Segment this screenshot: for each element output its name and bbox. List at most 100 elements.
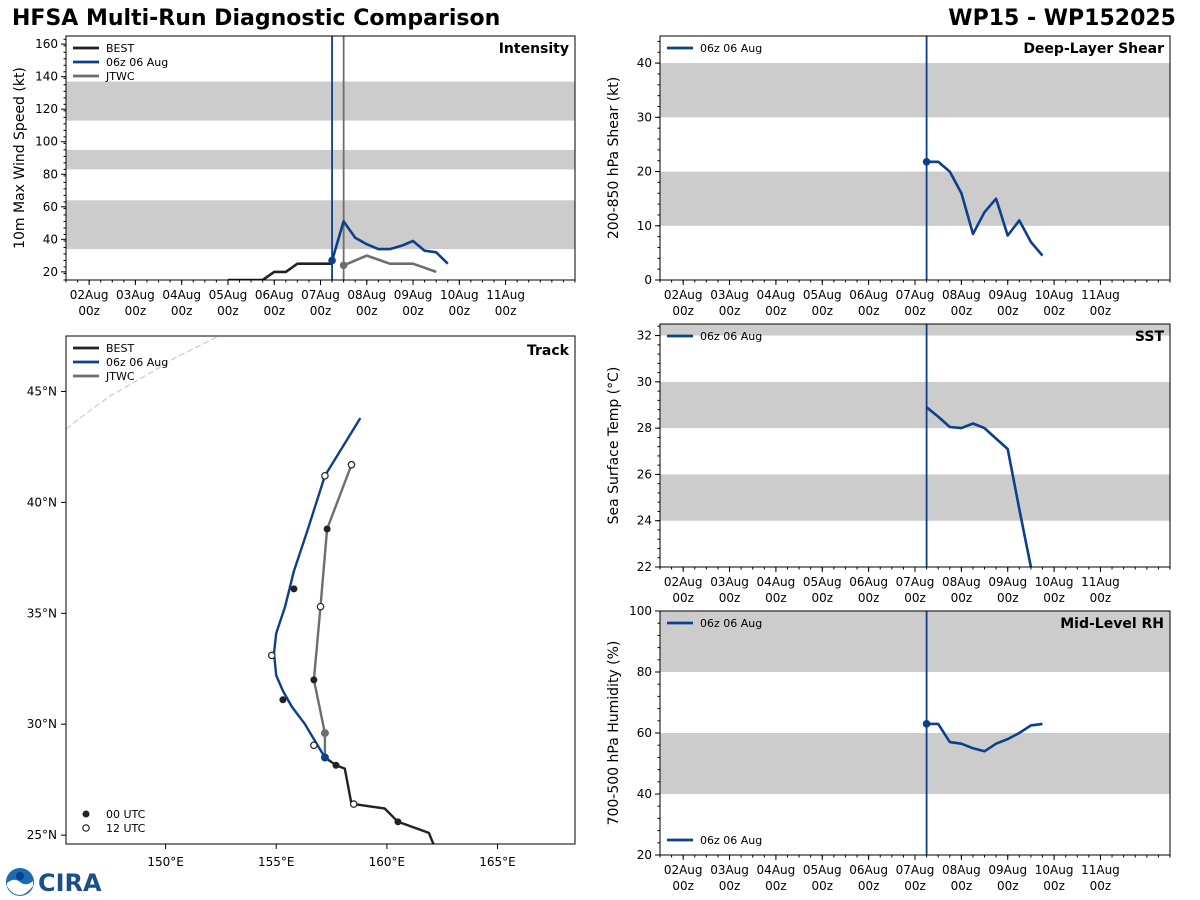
series-marker	[328, 256, 336, 265]
y-tick-label: 80	[43, 167, 58, 181]
x-tick-label-date: 04Aug	[162, 288, 201, 302]
x-tick-label-date: 10Aug	[1035, 575, 1074, 589]
y-tick-label: 120	[35, 102, 58, 116]
series-group	[925, 406, 1033, 567]
x-tick-label-date: 08Aug	[942, 575, 981, 589]
track-marker-00utc	[445, 845, 452, 852]
legend-label: 06z 06 Aug	[106, 356, 168, 369]
plot-frame	[659, 35, 1171, 281]
y-tick-label: 140	[35, 70, 58, 84]
legend-marker-filled	[82, 810, 90, 818]
x-tick-label-date: 03Aug	[710, 575, 749, 589]
y-tick-label: 40°N	[27, 495, 57, 509]
series-line-06z-06-aug	[926, 160, 1044, 257]
legend-label: 06z 06 Aug	[700, 42, 762, 55]
y-tick-label: 40	[637, 787, 652, 801]
x-tick-label-hour: 00z	[904, 879, 926, 893]
shaded-band	[660, 381, 1170, 429]
track-line-best	[324, 756, 435, 844]
x-tick-label-hour: 00z	[402, 304, 424, 318]
x-tick-label-date: 06Aug	[849, 288, 888, 302]
legend-label: BEST	[106, 342, 134, 355]
shaded-band	[660, 324, 1170, 336]
x-tick-label-date: 11Aug	[1081, 288, 1120, 302]
y-axis-label: 200-850 hPa Shear (kt)	[606, 77, 622, 239]
x-tick-label-date: 11Aug	[486, 288, 525, 302]
y-tick-label: 10	[637, 219, 652, 233]
track-marker-00utc	[394, 818, 402, 826]
x-tick-label-date: 06Aug	[849, 575, 888, 589]
x-tick-label-date: 09Aug	[394, 288, 433, 302]
series-group	[922, 157, 1044, 257]
x-tick-label-date: 03Aug	[710, 863, 749, 877]
x-tick-label-date: 04Aug	[757, 288, 796, 302]
x-tick-label-hour: 00z	[495, 304, 517, 318]
x-tick-label-date: 11Aug	[1081, 863, 1120, 877]
y-tick-label: 20	[43, 265, 58, 279]
x-tick-label-hour: 00z	[765, 591, 787, 605]
y-tick-label: 60	[43, 200, 58, 214]
shaded-band	[660, 733, 1170, 794]
panel-title: Mid-Level RH	[1060, 616, 1164, 632]
track-marker-00utc	[332, 761, 340, 769]
x-tick-label-date: 11Aug	[1081, 575, 1120, 589]
x-tick-label-hour: 00z	[310, 304, 332, 318]
x-tick-label-hour: 00z	[811, 879, 833, 893]
plot-frame	[659, 610, 1171, 856]
y-axis-label: 10m Max Wind Speed (kt)	[12, 67, 28, 249]
x-tick-label-date: 07Aug	[301, 288, 340, 302]
x-tick-label: 150°E	[147, 855, 184, 869]
x-tick-label-date: 10Aug	[1035, 288, 1074, 302]
shaded-band	[66, 200, 575, 250]
plot-frame	[65, 335, 576, 845]
legend-label: 12 UTC	[106, 822, 146, 835]
series-line-jtwc	[343, 254, 437, 274]
x-tick-label-hour: 00z	[858, 304, 880, 318]
x-tick-label-hour: 00z	[719, 879, 741, 893]
track-marker-current	[320, 729, 329, 738]
y-axis-label: 700-500 hPa Humidity (%)	[606, 641, 622, 826]
track-marker-00utc	[279, 696, 287, 704]
x-tick-label-date: 05Aug	[803, 288, 842, 302]
x-tick-label-hour: 00z	[811, 304, 833, 318]
panel-shear: 0 10 20 30 40 02Aug 00z 03Aug 00z 04Aug 00z 05Aug 00…	[606, 35, 1171, 318]
x-tick-label-hour: 00z	[997, 879, 1019, 893]
x-tick-label-hour: 00z	[811, 591, 833, 605]
x-tick-label-date: 05Aug	[803, 575, 842, 589]
x-tick-label-date: 08Aug	[942, 863, 981, 877]
plot-frame	[659, 323, 1171, 568]
y-tick-label: 35°N	[27, 606, 57, 620]
track-line-06z-06-aug	[272, 417, 362, 759]
x-tick-label-hour: 00z	[765, 879, 787, 893]
x-tick-label-hour: 00z	[858, 879, 880, 893]
series-line-best	[228, 262, 333, 280]
series-line-06z-06-aug	[925, 406, 1033, 567]
x-tick-label-date: 04Aug	[757, 575, 796, 589]
x-tick-label-hour: 00z	[672, 304, 694, 318]
y-tick-label: 25°N	[27, 828, 57, 842]
y-tick-label: 100	[629, 604, 652, 618]
x-tick-label-date: 02Aug	[664, 863, 703, 877]
x-tick-label-hour: 00z	[263, 304, 285, 318]
legend-label: 06z 06 Aug	[700, 834, 762, 847]
panel-sst: 22 24 26 28 30 32 02Aug 00z 03Aug 00z 04Aug 00z 05Au…	[606, 323, 1171, 605]
series-marker	[922, 720, 931, 728]
x-tick-label-hour: 00z	[904, 304, 926, 318]
x-tick-label-date: 03Aug	[710, 288, 749, 302]
x-tick-label-date: 02Aug	[664, 575, 703, 589]
track-marker-00utc	[290, 585, 298, 593]
track-marker-current	[320, 753, 329, 762]
y-axis-label: Sea Surface Temp (°C)	[606, 367, 622, 525]
x-tick-label-hour: 00z	[1043, 879, 1065, 893]
x-tick-label-hour: 00z	[997, 304, 1019, 318]
shaded-band	[660, 474, 1170, 521]
shaded-band	[66, 81, 575, 121]
x-tick-label-date: 05Aug	[803, 863, 842, 877]
y-tick-label: 30	[637, 110, 652, 124]
panel-title: SST	[1135, 329, 1165, 345]
x-tick-label-hour: 00z	[125, 304, 147, 318]
x-tick-label-hour: 00z	[904, 591, 926, 605]
x-tick-label-date: 09Aug	[988, 863, 1027, 877]
x-tick-label: 155°E	[258, 855, 295, 869]
